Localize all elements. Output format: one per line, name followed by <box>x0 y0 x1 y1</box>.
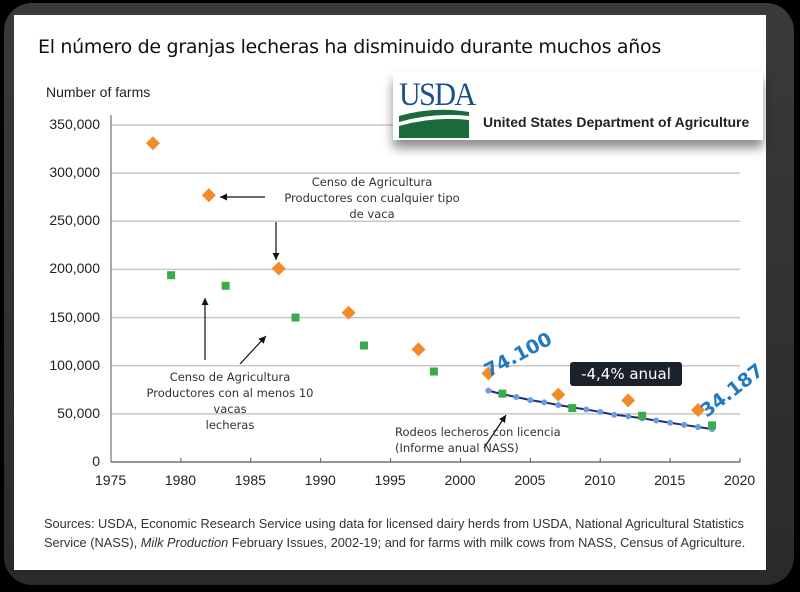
data-point-licensed <box>611 411 618 418</box>
x-tick-label: 2005 <box>514 472 546 488</box>
annotation-line: Rodeos lecheros con licencia <box>395 425 561 439</box>
x-tick-label: 2000 <box>444 472 476 488</box>
data-point-census-any <box>341 305 356 320</box>
data-point-licensed <box>527 397 534 404</box>
annotation-arrow <box>483 414 507 449</box>
data-point-licensed <box>555 401 562 408</box>
annotation-census-any: Censo de Agricultura Productores con cua… <box>282 174 462 222</box>
data-point-census-10 <box>359 341 368 350</box>
data-point-licensed <box>625 413 632 420</box>
data-point-licensed <box>513 394 520 401</box>
data-point-licensed <box>653 417 660 424</box>
x-tick-label: 2020 <box>724 472 756 488</box>
usda-field-icon <box>399 109 469 138</box>
data-point-licensed <box>583 406 590 413</box>
data-point-census-10 <box>498 389 507 398</box>
y-tick-label: 250,000 <box>49 212 100 229</box>
rate-badge: -4,4% anual <box>570 362 682 386</box>
data-point-licensed <box>695 424 702 431</box>
data-point-census-any <box>621 393 636 408</box>
y-tick-label: 0 <box>92 453 100 469</box>
data-point-census-any <box>551 387 566 402</box>
sources-line: Service (NASS), Milk Production February… <box>44 533 745 552</box>
sources-line: Sources: USDA, Economic Research Service… <box>44 516 744 531</box>
y-tick-label: 50,000 <box>57 404 100 421</box>
sources-text: February Issues, 2002-19; and for farms … <box>228 535 746 550</box>
data-point-census-any <box>271 261 286 276</box>
data-point-census-10 <box>291 313 300 322</box>
usda-logo-banner: USDA United States Department of Agricul… <box>393 72 763 140</box>
data-point-census-10 <box>708 421 717 430</box>
x-tick-label: 1975 <box>95 472 127 488</box>
annotation-line: Productores con al menos 10 vacas <box>146 386 314 416</box>
y-tick-label: 200,000 <box>49 260 100 277</box>
data-point-census-any <box>145 136 160 151</box>
data-point-licensed <box>541 399 548 406</box>
data-point-census-10 <box>167 271 176 280</box>
data-point-census-10 <box>638 411 647 420</box>
sources-text: Service (NASS), <box>44 535 141 550</box>
x-tick-label: 1980 <box>164 472 197 488</box>
usda-name: United States Department of Agriculture <box>483 114 750 130</box>
data-point-census-10 <box>429 367 438 376</box>
data-point-census-any <box>201 188 216 203</box>
sources-italic: Milk Production <box>140 535 229 550</box>
annotation-line: (Informe anual NASS) <box>395 441 519 455</box>
x-tick-label: 1985 <box>234 472 266 488</box>
annotation-line: Censo de Agricultura <box>169 370 291 384</box>
annotation-line: Censo de Agricultura <box>311 175 433 189</box>
data-point-licensed <box>485 387 492 394</box>
slide-title: El número de granjas lecheras ha disminu… <box>38 36 661 58</box>
data-point-census-10 <box>221 281 230 290</box>
y-tick-label: 350,000 <box>49 116 100 132</box>
x-tick-label: 1990 <box>304 472 336 488</box>
data-point-licensed <box>597 408 604 415</box>
annotation-line: Productores con cualquier tipo <box>284 191 460 205</box>
y-axis-label: Number of farms <box>46 84 151 100</box>
data-point-census-any <box>481 366 496 381</box>
x-tick-label: 1995 <box>374 472 406 488</box>
data-point-licensed <box>681 421 688 428</box>
y-tick-label: 100,000 <box>49 356 100 373</box>
annotation-licensed: Rodeos lecheros con licencia (Informe an… <box>395 424 561 456</box>
annotation-census-10: Censo de Agricultura Productores con al … <box>130 369 330 433</box>
x-tick-label: 2015 <box>654 472 686 488</box>
data-point-census-any <box>411 342 426 357</box>
annotation-line: lecheras <box>205 418 255 432</box>
x-tick-label: 2010 <box>584 472 616 488</box>
y-tick-label: 300,000 <box>49 164 100 181</box>
data-point-licensed <box>667 419 674 426</box>
y-tick-label: 150,000 <box>49 308 100 325</box>
usda-logo-text: USDA <box>399 76 476 113</box>
annotation-line: de vaca <box>349 207 395 221</box>
sources-note: Sources: USDA, Economic Research Service… <box>44 514 745 552</box>
data-point-census-any <box>691 403 706 418</box>
annotation-arrow <box>239 335 267 365</box>
data-point-census-10 <box>568 404 577 413</box>
